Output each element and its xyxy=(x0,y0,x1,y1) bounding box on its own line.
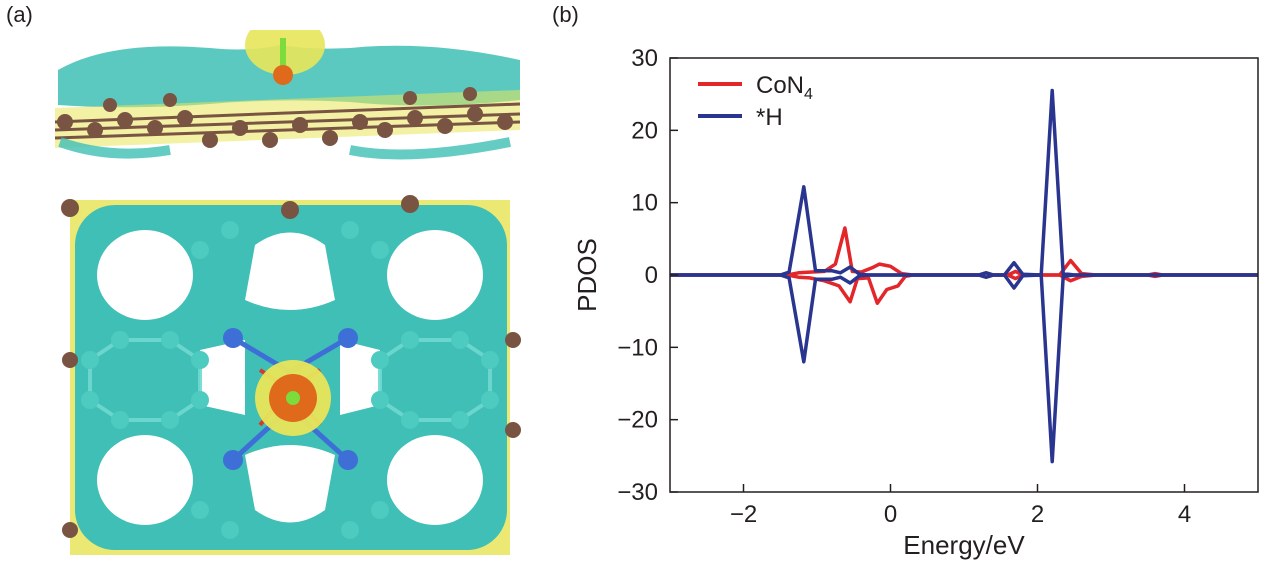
legend-label: CoN4 xyxy=(756,72,813,103)
top-view xyxy=(61,195,521,555)
y-tick-label: 20 xyxy=(631,117,658,144)
panel-label-b: (b) xyxy=(552,2,579,27)
x-tick-label: 4 xyxy=(1178,501,1191,528)
legend-label: *H xyxy=(756,104,783,131)
series-line-con4-up xyxy=(670,226,1258,277)
series-line-con4-down xyxy=(670,273,1258,305)
x-tick-label: 0 xyxy=(884,501,897,528)
y-tick-label: −30 xyxy=(617,479,658,506)
charge-density-structure-image xyxy=(50,30,525,555)
hydrogen-atom xyxy=(286,391,300,405)
y-tick-label: 0 xyxy=(645,262,658,289)
series-line-h-down xyxy=(670,273,1258,464)
y-tick-label: 30 xyxy=(631,45,658,72)
panel-label-a: (a) xyxy=(6,2,33,27)
cobalt-atom-side xyxy=(273,65,293,85)
x-tick-label: 2 xyxy=(1031,501,1044,528)
carbon-atoms-side xyxy=(57,87,513,148)
side-view xyxy=(50,30,525,160)
y-tick-label: −20 xyxy=(617,407,658,434)
rings xyxy=(97,230,483,525)
y-tick-label: −10 xyxy=(617,334,658,361)
y-tick-label: 10 xyxy=(631,190,658,217)
carbon-atoms-top xyxy=(81,221,499,539)
y-axis-title: PDOS xyxy=(572,238,602,312)
x-axis-title: Energy/eV xyxy=(903,530,1025,560)
x-tick-label: −2 xyxy=(730,501,757,528)
nitrogen-atoms xyxy=(223,328,358,470)
co-h-bond xyxy=(280,38,286,68)
carbon-atoms-edge xyxy=(61,195,521,538)
